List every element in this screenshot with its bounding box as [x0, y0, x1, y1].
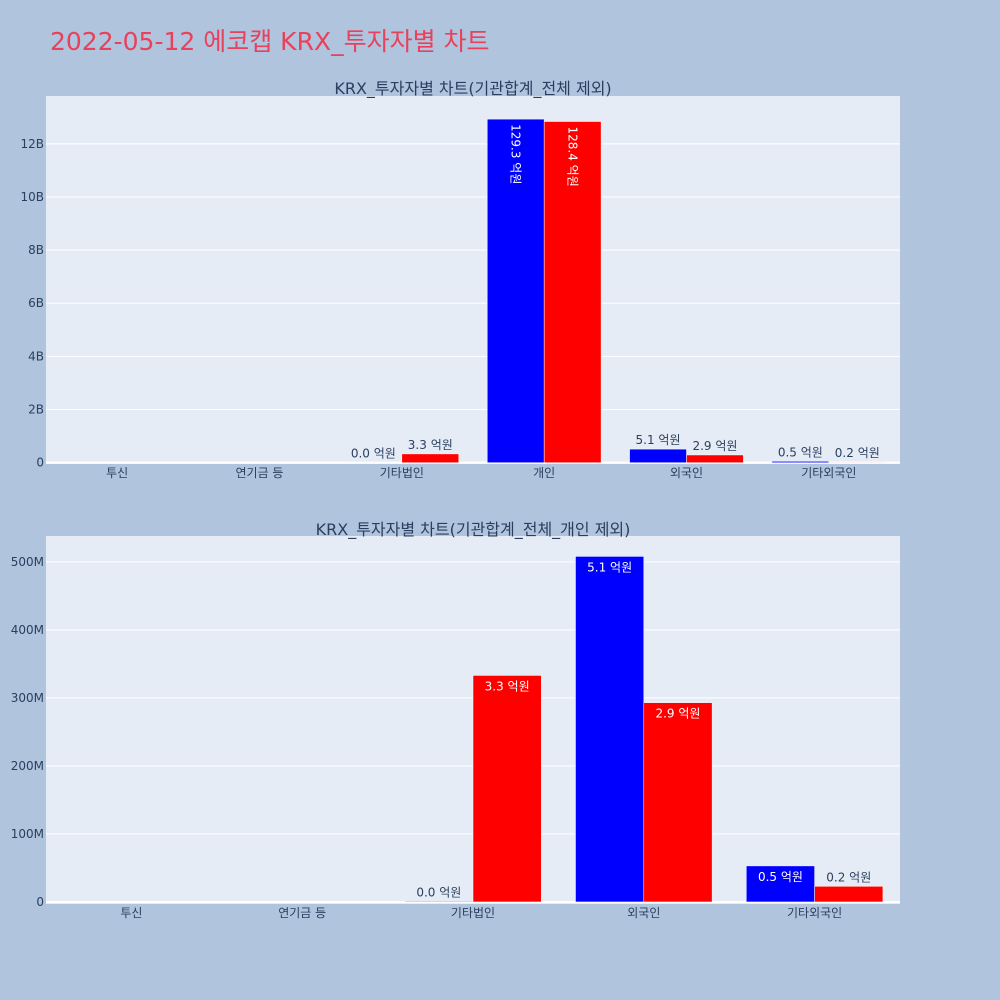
x-tick-label: 연기금 등 — [236, 466, 284, 480]
x-tick-label: 기타법인 — [451, 906, 495, 920]
y-tick-label: 8B — [28, 243, 44, 257]
data-label: 0.0 억원 — [416, 885, 461, 899]
bar — [643, 702, 713, 903]
chart-title: KRX_투자자별 차트(기관합계_전체_개인 제외) — [316, 520, 631, 540]
y-tick-label: 100M — [11, 827, 44, 841]
chart-excluding-individual: 0 100M 200M 300M 400M 500M KRX_투자자별 차트(기관합계_전체… — [11, 520, 900, 920]
x-tick-label: 연기금 등 — [278, 906, 326, 920]
y-tick-label: 0 — [36, 456, 44, 470]
x-tick-label: 외국인 — [670, 466, 703, 480]
data-label: 0.5 억원 — [758, 870, 803, 884]
bar — [543, 121, 602, 463]
y-tick-label: 500M — [11, 555, 44, 569]
data-label: 3.3 억원 — [485, 679, 530, 693]
bar — [771, 461, 830, 463]
data-label: 5.1 억원 — [587, 560, 632, 574]
y-tick-label: 0 — [36, 895, 44, 909]
data-label: 5.1 억원 — [636, 433, 681, 447]
data-label: 0.0 억원 — [351, 447, 396, 461]
bar — [814, 886, 884, 903]
bar — [401, 453, 460, 463]
data-label: 3.3 억원 — [408, 438, 453, 452]
data-label: 2.9 억원 — [655, 707, 700, 721]
x-tick-label: 기타외국인 — [787, 906, 842, 920]
bar — [404, 901, 474, 903]
y-tick-label: 300M — [11, 691, 44, 705]
y-tick-label: 2B — [28, 403, 44, 417]
y-tick-label: 4B — [28, 349, 44, 363]
data-label: 129.3 억원 — [509, 124, 523, 184]
bar — [472, 675, 542, 903]
plot-area — [46, 96, 900, 464]
bar — [575, 556, 645, 903]
chart-title: KRX_투자자별 차트(기관합계_전체 제외) — [334, 79, 611, 99]
chart-overall: 0 2B 4B 6B 8B 10B 12B KRX_투자자별 차트(기관합계_전체 제외) 투신… — [20, 79, 900, 480]
bar — [686, 454, 744, 463]
bar — [629, 448, 687, 463]
y-tick-label: 200M — [11, 759, 44, 773]
bar — [486, 118, 545, 463]
page-title: 2022-05-12 에코캡 KRX_투자자별 차트 — [50, 27, 490, 56]
data-label: 128.4 억원 — [566, 127, 580, 187]
data-label: 2.9 억원 — [692, 439, 737, 453]
y-tick-label: 6B — [28, 296, 44, 310]
data-label: 0.2 억원 — [826, 870, 871, 884]
x-tick-label: 기타법인 — [380, 466, 424, 480]
y-tick-label: 400M — [11, 623, 44, 637]
data-label: 0.5 억원 — [778, 445, 823, 459]
bar — [746, 865, 815, 903]
x-tick-label: 외국인 — [627, 906, 660, 920]
y-tick-label: 12B — [20, 137, 44, 151]
x-tick-label: 투신 — [106, 466, 128, 480]
x-tick-label: 기타외국인 — [801, 466, 856, 480]
x-tick-label: 개인 — [533, 466, 555, 480]
bar — [828, 461, 887, 463]
y-tick-label: 10B — [20, 190, 44, 204]
x-tick-label: 투신 — [120, 906, 142, 920]
data-label: 0.2 억원 — [835, 446, 880, 460]
